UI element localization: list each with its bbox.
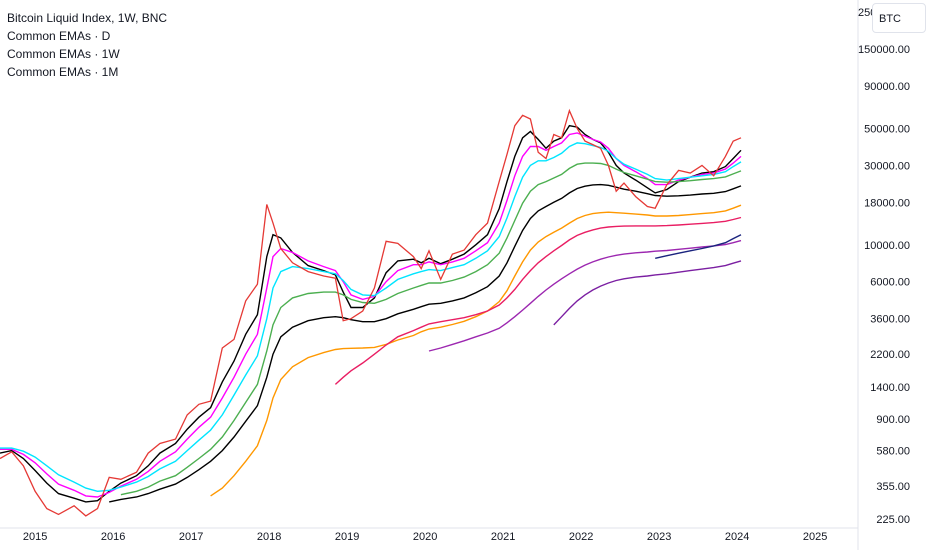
ema-line-5 bbox=[109, 183, 742, 503]
y-tick-label: 2200.00 bbox=[870, 349, 910, 361]
time-axis[interactable]: 2015 2016 2017 2018 2019 2020 2021 2022 2023 2024… bbox=[23, 531, 827, 543]
y-tick-label: 580.00 bbox=[876, 446, 910, 458]
ema-line-4 bbox=[120, 162, 742, 496]
study-ema-weekly[interactable]: Common EMAs · 1W bbox=[7, 47, 120, 61]
ema-line-3 bbox=[0, 142, 742, 493]
ema-line-2 bbox=[0, 132, 742, 498]
x-tick-label: 2018 bbox=[257, 531, 281, 543]
y-tick-label: 6000.00 bbox=[870, 277, 910, 289]
y-tick-label: 90000.00 bbox=[864, 81, 910, 93]
x-tick-label: 2019 bbox=[335, 531, 359, 543]
x-tick-label: 2015 bbox=[23, 531, 47, 543]
price-line bbox=[0, 108, 742, 517]
symbol-search-input[interactable] bbox=[879, 13, 923, 25]
y-tick-label: 18000.00 bbox=[864, 197, 910, 209]
x-tick-label: 2023 bbox=[647, 531, 671, 543]
x-tick-label: 2025 bbox=[803, 531, 827, 543]
y-tick-label: 225.00 bbox=[876, 514, 910, 526]
y-tick-label: 150000.00 bbox=[858, 44, 910, 56]
y-tick-label: 900.00 bbox=[876, 414, 910, 426]
x-tick-label: 2016 bbox=[101, 531, 125, 543]
y-tick-label: 50000.00 bbox=[864, 124, 910, 136]
ema-series-layer bbox=[0, 124, 742, 503]
y-tick-label: 3600.00 bbox=[870, 314, 910, 326]
x-tick-label: 2024 bbox=[725, 531, 749, 543]
study-ema-daily[interactable]: Common EMAs · D bbox=[7, 29, 111, 43]
chart-legend: Bitcoin Liquid Index, 1W, BNC Common EMA… bbox=[7, 9, 167, 81]
ema-line-1 bbox=[0, 124, 742, 503]
price-series-layer bbox=[0, 108, 742, 517]
ema-line-9 bbox=[553, 260, 742, 326]
ema-line-10 bbox=[655, 234, 742, 259]
ema-line-7 bbox=[334, 216, 742, 385]
price-axis[interactable]: 250000.00150000.0090000.0050000.0030000.… bbox=[858, 7, 910, 526]
chart-title[interactable]: Bitcoin Liquid Index, 1W, BNC bbox=[7, 11, 168, 25]
y-tick-label: 355.00 bbox=[876, 481, 910, 493]
x-tick-label: 2021 bbox=[491, 531, 515, 543]
x-tick-label: 2022 bbox=[569, 531, 593, 543]
y-tick-label: 1400.00 bbox=[870, 382, 910, 394]
y-tick-label: 10000.00 bbox=[864, 240, 910, 252]
x-tick-label: 2020 bbox=[413, 531, 437, 543]
symbol-search-box[interactable] bbox=[872, 3, 926, 33]
x-tick-label: 2017 bbox=[179, 531, 203, 543]
study-ema-monthly[interactable]: Common EMAs · 1M bbox=[7, 65, 119, 79]
ema-line-6 bbox=[210, 204, 742, 497]
y-tick-label: 30000.00 bbox=[864, 160, 910, 172]
ema-line-8 bbox=[428, 239, 742, 352]
